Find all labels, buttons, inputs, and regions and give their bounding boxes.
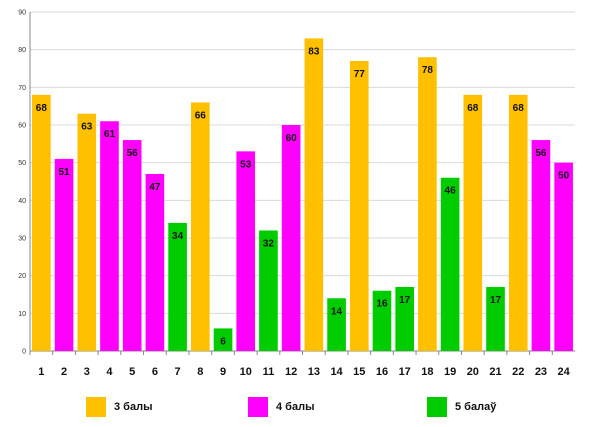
bar	[100, 121, 119, 351]
bars	[32, 38, 573, 352]
data-label: 34	[172, 231, 184, 242]
bar	[463, 94, 483, 351]
bar	[554, 162, 573, 351]
x-tick-label: 15	[353, 366, 365, 378]
legend-swatch-5	[427, 397, 447, 417]
y-tick-label: 40	[18, 198, 26, 205]
legend-swatch-3	[86, 397, 106, 417]
x-tick-label: 6	[152, 366, 158, 378]
x-tick-label: 19	[444, 366, 456, 378]
legend-label-5: 5 балаў	[455, 401, 497, 413]
x-tick-label: 4	[106, 366, 113, 378]
bar	[349, 60, 369, 351]
data-label: 78	[422, 65, 434, 76]
x-tick-label: 10	[240, 366, 252, 378]
y-tick-label: 30	[18, 236, 26, 243]
x-tick-label: 24	[558, 366, 571, 378]
data-label: 68	[467, 103, 479, 114]
data-label: 46	[445, 186, 457, 197]
grid-lines	[30, 11, 575, 314]
bar	[418, 57, 437, 351]
x-tick-label: 16	[376, 366, 388, 378]
data-label: 68	[36, 103, 48, 114]
x-tick-label: 18	[421, 366, 433, 378]
data-label: 66	[195, 110, 207, 121]
bar	[508, 94, 528, 351]
data-label: 17	[490, 295, 502, 306]
y-tick-label: 90	[18, 10, 26, 17]
bar	[259, 230, 278, 351]
y-tick-label: 50	[18, 160, 26, 167]
data-label: 32	[263, 238, 275, 249]
bar	[372, 290, 392, 351]
y-tick-label: 60	[18, 123, 26, 130]
bar	[395, 286, 414, 351]
x-tick-label: 21	[489, 366, 501, 378]
x-tick-label: 3	[84, 366, 90, 378]
x-tick-label: 12	[285, 366, 297, 378]
bar	[531, 140, 551, 351]
x-tick-label: 17	[399, 366, 411, 378]
bar	[54, 158, 74, 351]
bar	[327, 298, 346, 351]
data-label: 56	[535, 148, 547, 159]
y-tick-label: 20	[18, 273, 26, 280]
y-tick-label: 70	[18, 85, 26, 92]
x-tick-label: 9	[220, 366, 226, 378]
bar	[486, 286, 505, 351]
data-label: 53	[240, 159, 252, 170]
bar	[213, 328, 233, 351]
data-label: 51	[59, 167, 71, 178]
x-tick-label: 14	[330, 366, 343, 378]
data-label: 60	[286, 133, 298, 144]
x-tick-label: 11	[263, 366, 275, 378]
bar	[32, 94, 51, 351]
x-tick-label: 13	[308, 366, 320, 378]
data-label: 14	[331, 306, 343, 317]
bar	[281, 125, 301, 351]
bar	[304, 38, 324, 351]
x-tick-label: 5	[129, 366, 135, 378]
x-tick-label: 2	[61, 366, 67, 378]
bar	[122, 140, 142, 351]
x-tick-label: 1	[38, 366, 44, 378]
x-tick-label: 8	[197, 366, 203, 378]
data-label: 77	[354, 69, 366, 80]
bar	[191, 102, 210, 352]
legend-swatch-4	[248, 397, 268, 417]
bar	[440, 177, 460, 351]
data-label: 61	[104, 129, 116, 140]
data-label: 68	[513, 103, 525, 114]
legend-label-3: 3 балы	[114, 401, 153, 413]
x-axis-ticks: 1 2 3 4 5 6 7 8 9 10 11 12 13 14 15 16 17 18 19 20 21 22 23 24	[29, 351, 571, 378]
data-label: 83	[308, 46, 320, 57]
x-tick-label: 20	[467, 366, 479, 378]
data-label: 50	[558, 171, 570, 182]
y-tick-label: 10	[18, 311, 26, 318]
bar	[145, 173, 165, 351]
data-label: 47	[149, 182, 161, 193]
data-label: 17	[399, 295, 411, 306]
data-label: 63	[81, 122, 93, 133]
bar	[236, 151, 256, 351]
x-tick-label: 7	[175, 366, 181, 378]
y-axis-ticks: 0 10 20 30 40 50 60 70 80 90	[18, 10, 26, 356]
x-tick-label: 23	[535, 366, 547, 378]
data-label: 6	[220, 336, 226, 347]
data-label: 16	[376, 299, 388, 310]
data-label: 56	[127, 148, 139, 159]
bar	[168, 222, 187, 351]
x-tick-label: 22	[512, 366, 524, 378]
y-tick-label: 0	[22, 349, 26, 356]
legend-label-4: 4 балы	[276, 401, 315, 413]
bar	[77, 113, 97, 351]
y-tick-label: 80	[18, 47, 26, 54]
